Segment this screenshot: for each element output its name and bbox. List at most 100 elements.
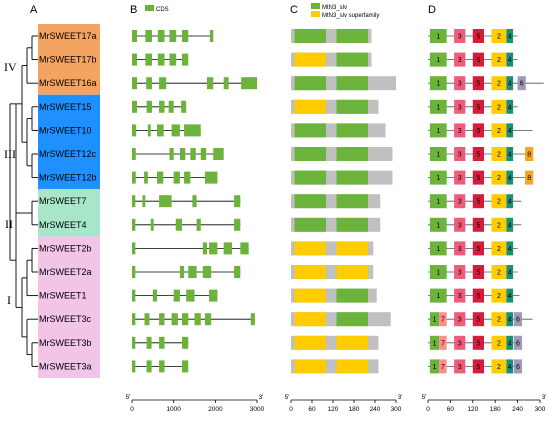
exon-block [132, 360, 136, 373]
motif-label: 4 [508, 34, 512, 41]
motif-box [429, 52, 447, 67]
axis-tick-label: 0 [289, 406, 293, 413]
domain-mtn3-slv [294, 217, 326, 232]
panel-letter-c: C [290, 4, 298, 16]
gene-label: MrSWEET7 [39, 196, 87, 206]
motif-box [429, 288, 447, 303]
exon-block [132, 289, 136, 302]
motif-box [491, 99, 507, 114]
motif-label: 1 [436, 81, 440, 88]
motif-label: 1 [436, 293, 440, 300]
exon-block [159, 360, 165, 373]
axis-end-label: 3' [542, 394, 547, 401]
motif-label: 2 [497, 104, 501, 111]
phylogenetic-tree [9, 35, 38, 367]
motif-box [491, 29, 507, 43]
exon-block [132, 30, 137, 42]
exon-block [182, 360, 189, 373]
exon-block [234, 195, 241, 208]
motif-box [491, 52, 507, 67]
axis-tick-label: 60 [447, 406, 455, 413]
exon-block [144, 171, 148, 184]
gene-label: MrSWEET4 [39, 220, 87, 230]
exon-block [194, 313, 201, 326]
exon-block [192, 195, 197, 208]
motif-label: 3 [458, 57, 462, 64]
motif-box [472, 359, 484, 374]
domain-mtn3-slv [294, 123, 326, 138]
motif-label: 5 [476, 34, 480, 41]
motif-box [506, 76, 514, 91]
motif-label: 4 [508, 57, 512, 64]
motif-box [472, 29, 484, 43]
motif-label: 2 [497, 57, 501, 64]
exon-block [146, 360, 152, 373]
axis-start-label: 5' [285, 394, 290, 401]
motif-label: 5 [476, 317, 480, 324]
exon-block [241, 77, 257, 90]
motif-label: 3 [458, 152, 462, 159]
motif-box [491, 241, 507, 256]
motif-label: 2 [497, 34, 501, 41]
domain-mtn3-slv [294, 147, 326, 161]
motif-box [454, 359, 466, 374]
exon-block [186, 289, 195, 302]
exon-block [159, 336, 165, 349]
exon-block [234, 266, 241, 278]
clade-box-ii [38, 189, 100, 237]
motif-label: 3 [458, 175, 462, 182]
domain-mtn3-slv [336, 147, 368, 161]
motif-box [506, 241, 514, 256]
exon-block [181, 100, 187, 113]
legend-c-label-superfamily: MtN3_slv superfamily [322, 13, 379, 19]
motif-label: 3 [458, 104, 462, 111]
motif-box [506, 170, 514, 185]
motif-box [454, 76, 466, 91]
motif-label: 2 [497, 152, 501, 159]
axis-start-label: 5' [126, 394, 131, 401]
exon-block [223, 77, 229, 90]
gene-label: MrSWEET17a [39, 31, 97, 41]
motif-box [472, 312, 484, 327]
motif-label: 1 [436, 128, 440, 135]
exon-block [209, 242, 218, 255]
motif-label: 5 [476, 81, 480, 88]
motif-label: 5 [476, 152, 480, 159]
motif-label: 1 [436, 34, 440, 41]
axis-tick-label: 0 [130, 406, 134, 413]
motif-box [454, 288, 466, 303]
exon-block [145, 53, 152, 66]
domain-mtn3-slv [294, 29, 326, 43]
axis-start-label: 5' [422, 394, 427, 401]
exon-block [200, 148, 207, 160]
exon-block [132, 218, 136, 231]
exon-block [132, 148, 136, 160]
axis-tick-label: 60 [308, 406, 316, 413]
exon-block [142, 195, 146, 208]
motif-label: 4 [508, 81, 512, 88]
motif-label: 1 [433, 364, 437, 371]
motif-box [506, 312, 514, 327]
exon-block [209, 30, 214, 42]
motif-box [491, 194, 507, 209]
motif-label: 5 [476, 364, 480, 371]
legend-b-label: CDS [156, 7, 169, 13]
exon-block [132, 266, 136, 278]
domain-mtn3-slv [294, 170, 326, 185]
exon-block [223, 242, 232, 255]
motif-label: 5 [476, 246, 480, 253]
motif-box [506, 52, 514, 67]
motif-box [506, 359, 514, 374]
motif-box [506, 194, 514, 209]
gene-label: MrSWEET12b [39, 173, 97, 183]
axis-tick-label: 0 [426, 406, 430, 413]
exon-block [159, 195, 172, 208]
exon-block [182, 30, 189, 42]
legend-b-swatch [145, 5, 154, 11]
exon-block [188, 266, 197, 278]
motif-label: 1 [436, 104, 440, 111]
motif-panel: 1 3 5 2 41 3 5 2 41 3 5 2 4 61 3 5 2 41 3 5 2 41 3 5 2 4 81 3 5 2 4 81 3… [428, 29, 544, 374]
domain-mtn3-slv [336, 170, 368, 185]
exon-block [250, 313, 255, 326]
motif-label: 4 [508, 340, 512, 347]
